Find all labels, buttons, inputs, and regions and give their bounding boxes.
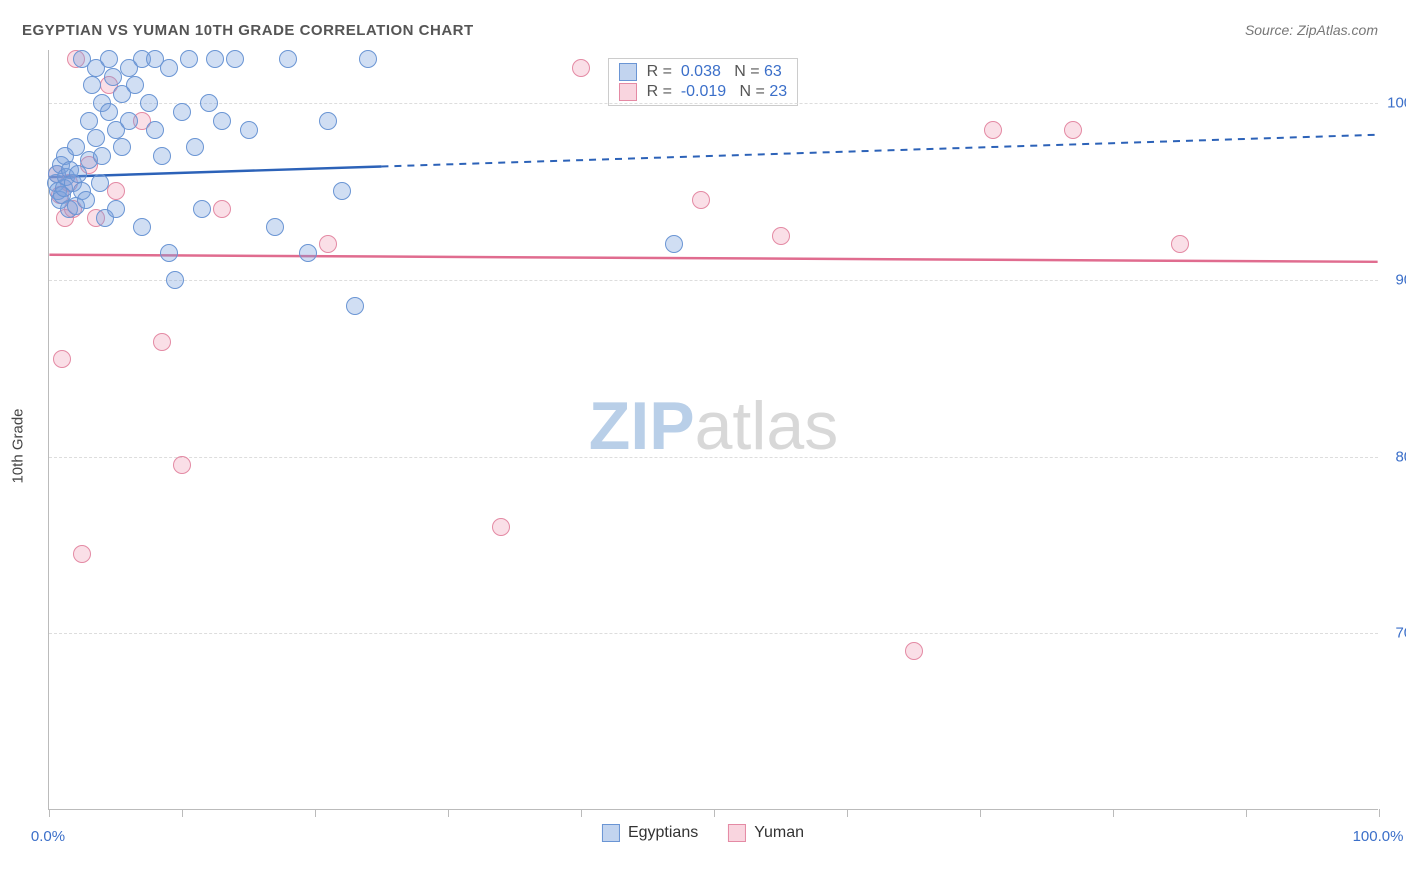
watermark: ZIPatlas xyxy=(589,387,838,465)
series2-point xyxy=(772,227,790,245)
series1-point xyxy=(346,297,364,315)
series1-point xyxy=(120,112,138,130)
xtick xyxy=(714,809,715,817)
xtick xyxy=(581,809,582,817)
series1-point xyxy=(126,76,144,94)
series1-point xyxy=(100,103,118,121)
trendlines-svg xyxy=(49,50,1378,809)
gridline xyxy=(49,280,1378,281)
series1-point xyxy=(160,59,178,77)
xtick-label: 100.0% xyxy=(1353,828,1404,845)
series1-point xyxy=(279,50,297,68)
series2-point xyxy=(692,191,710,209)
ytick-label: 100.0% xyxy=(1383,95,1406,112)
series1-point xyxy=(206,50,224,68)
series1-point xyxy=(193,200,211,218)
correlation-legend: R = 0.038 N = 63 R = -0.019 N = 23 xyxy=(608,58,799,106)
series1-point xyxy=(213,112,231,130)
xtick xyxy=(315,809,316,817)
series1-point xyxy=(107,200,125,218)
chart-container: EGYPTIAN VS YUMAN 10TH GRADE CORRELATION… xyxy=(0,0,1406,892)
series2-point xyxy=(492,518,510,536)
legend-label: Yuman xyxy=(754,824,804,842)
gridline xyxy=(49,457,1378,458)
series1-point xyxy=(87,129,105,147)
series1-point xyxy=(93,147,111,165)
source-label: Source: ZipAtlas.com xyxy=(1245,22,1378,38)
ytick-label: 70.0% xyxy=(1383,625,1406,642)
series1-point xyxy=(240,121,258,139)
ytick-label: 80.0% xyxy=(1383,448,1406,465)
series1-point xyxy=(266,218,284,236)
legend-bottom-item: Yuman xyxy=(728,824,804,842)
series1-point xyxy=(333,182,351,200)
series1-point xyxy=(104,68,122,86)
plot-area: ZIPatlas R = 0.038 N = 63 R = -0.019 N = … xyxy=(48,50,1378,810)
series1-point xyxy=(180,50,198,68)
series2-point xyxy=(984,121,1002,139)
legend-text: R = 0.038 N = 63 xyxy=(647,63,782,81)
xtick-label: 0.0% xyxy=(31,828,65,845)
series-legend: Egyptians Yuman xyxy=(602,824,804,842)
gridline xyxy=(49,633,1378,634)
series1-point xyxy=(200,94,218,112)
series1-point xyxy=(299,244,317,262)
watermark-part2: atlas xyxy=(695,388,839,464)
series2-point xyxy=(173,456,191,474)
series1-point xyxy=(160,244,178,262)
legend-row: R = -0.019 N = 23 xyxy=(619,83,788,101)
series1-point xyxy=(83,76,101,94)
series1-point xyxy=(226,50,244,68)
series1-point xyxy=(113,138,131,156)
series1-point xyxy=(166,271,184,289)
series1-point xyxy=(100,50,118,68)
series1-point xyxy=(133,218,151,236)
series1-point xyxy=(186,138,204,156)
series1-point xyxy=(80,112,98,130)
xtick xyxy=(49,809,50,817)
legend-swatch xyxy=(728,824,746,842)
series1-point xyxy=(140,94,158,112)
series1-point xyxy=(153,147,171,165)
series1-point xyxy=(359,50,377,68)
series2-point xyxy=(1171,235,1189,253)
xtick xyxy=(1113,809,1114,817)
y-axis-label: 10th Grade xyxy=(10,408,27,483)
legend-text: R = -0.019 N = 23 xyxy=(647,83,788,101)
watermark-part1: ZIP xyxy=(589,388,695,464)
series1-point xyxy=(146,121,164,139)
legend-label: Egyptians xyxy=(628,824,698,842)
series2-point xyxy=(213,200,231,218)
legend-swatch xyxy=(619,63,637,81)
series2-point xyxy=(905,642,923,660)
xtick xyxy=(1246,809,1247,817)
legend-swatch xyxy=(619,83,637,101)
series2-point xyxy=(153,333,171,351)
series2-point xyxy=(572,59,590,77)
xtick xyxy=(980,809,981,817)
series2-point xyxy=(1064,121,1082,139)
legend-bottom-item: Egyptians xyxy=(602,824,698,842)
series2-point xyxy=(319,235,337,253)
series1-point xyxy=(319,112,337,130)
xtick xyxy=(448,809,449,817)
series2-point xyxy=(73,545,91,563)
chart-title: EGYPTIAN VS YUMAN 10TH GRADE CORRELATION… xyxy=(22,22,474,39)
ytick-label: 90.0% xyxy=(1383,271,1406,288)
xtick xyxy=(847,809,848,817)
xtick xyxy=(1379,809,1380,817)
gridline xyxy=(49,103,1378,104)
series2-point xyxy=(53,350,71,368)
series2-point xyxy=(107,182,125,200)
series1-point xyxy=(77,191,95,209)
series1-point xyxy=(665,235,683,253)
series1-point xyxy=(91,174,109,192)
series1-point xyxy=(173,103,191,121)
xtick xyxy=(182,809,183,817)
legend-swatch xyxy=(602,824,620,842)
legend-row: R = 0.038 N = 63 xyxy=(619,63,788,81)
